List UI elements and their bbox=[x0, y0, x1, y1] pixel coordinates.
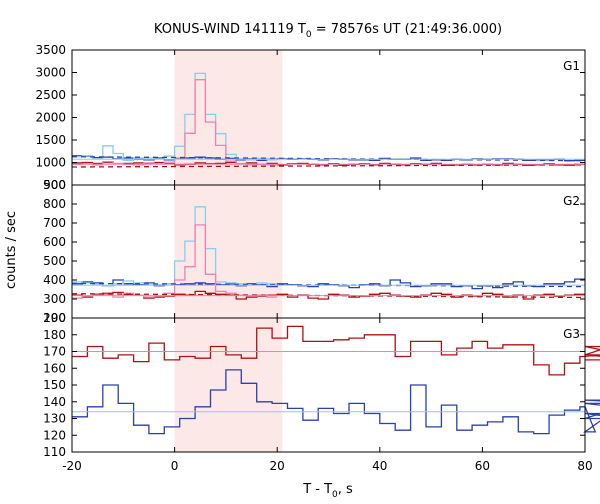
x-tick-label: 60 bbox=[475, 459, 490, 473]
series-g1-4 bbox=[71, 156, 586, 162]
series-g3-1 bbox=[72, 369, 600, 435]
axes-layer: 500100015002000250030003500G120030040050… bbox=[35, 43, 592, 473]
y-tick-label-g2: 400 bbox=[43, 273, 66, 287]
y-tick-label-g1: 3500 bbox=[35, 43, 66, 57]
y-tick-label-g1: 2500 bbox=[35, 88, 66, 102]
y-tick-label-g3: 120 bbox=[43, 428, 66, 442]
chart-title: KONUS-WIND 141119 T0 = 78576s UT (21:49:… bbox=[154, 22, 502, 40]
y-tick-label-g2: 800 bbox=[43, 197, 66, 211]
y-tick-label-g1: 2000 bbox=[35, 111, 66, 125]
y-tick-label-g3: 150 bbox=[43, 378, 66, 392]
y-tick-label-g2: 500 bbox=[43, 254, 66, 268]
y-tick-label-g1: 500 bbox=[43, 178, 66, 192]
x-axis-label: T - T0, s bbox=[302, 482, 353, 500]
panel-label-g3: G3 bbox=[563, 327, 580, 341]
x-tick-label: 0 bbox=[171, 459, 179, 473]
y-tick-label-g3: 160 bbox=[43, 361, 66, 375]
y-tick-label-g1: 3000 bbox=[35, 66, 66, 80]
y-tick-label-g3: 130 bbox=[43, 412, 66, 426]
y-tick-label-g3: 180 bbox=[43, 328, 66, 342]
y-tick-label-g3: 140 bbox=[43, 395, 66, 409]
panel-label-g2: G2 bbox=[563, 194, 580, 208]
y-axis-label: counts / sec bbox=[4, 211, 19, 289]
x-tick-label: 20 bbox=[270, 459, 285, 473]
highlight-layer bbox=[174, 50, 283, 452]
x-tick-label: -20 bbox=[62, 459, 82, 473]
x-tick-label: 80 bbox=[577, 459, 592, 473]
y-tick-label-g2: 600 bbox=[43, 235, 66, 249]
y-tick-label-g1: 1000 bbox=[35, 156, 66, 170]
y-tick-label-g2: 200 bbox=[43, 311, 66, 325]
y-tick-label-g3: 170 bbox=[43, 345, 66, 359]
y-tick-label-g2: 300 bbox=[43, 292, 66, 306]
x-tick-label: 40 bbox=[372, 459, 387, 473]
data-layer bbox=[71, 72, 600, 435]
y-tick-label-g1: 1500 bbox=[35, 133, 66, 147]
series-g2-2 bbox=[72, 290, 585, 300]
panel-label-g1: G1 bbox=[563, 59, 580, 73]
y-tick-label-g2: 900 bbox=[43, 178, 66, 192]
y-tick-label-g3: 190 bbox=[43, 311, 66, 325]
highlight-band-g2 bbox=[174, 185, 283, 318]
series-g1-5 bbox=[71, 164, 586, 168]
series-g3-0 bbox=[72, 325, 600, 376]
y-tick-label-g3: 110 bbox=[43, 445, 66, 459]
y-tick-label-g2: 700 bbox=[43, 216, 66, 230]
highlight-band-g3 bbox=[174, 318, 283, 452]
